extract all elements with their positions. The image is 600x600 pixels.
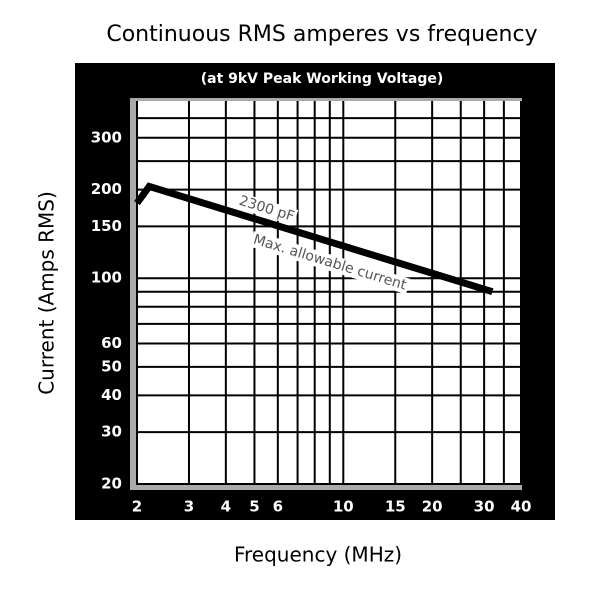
frame-bottom [75,490,555,520]
chart-title: Continuous RMS amperes vs frequency [106,22,537,47]
y-tick-label: 60 [101,334,122,352]
x-tick-label: 40 [511,498,532,516]
x-axis-label: Frequency (MHz) [234,543,402,567]
chart-subtitle: (at 9kV Peak Working Voltage) [201,71,444,87]
y-tick-label: 30 [101,423,122,441]
annotation-bg [235,192,299,226]
x-tick-label: 3 [184,498,194,516]
y-tick-label: 200 [91,180,122,198]
y-tick-label: 150 [91,217,122,235]
y-tick-label: 20 [101,475,122,493]
x-tick-label: 4 [221,498,231,516]
x-tick-label: 30 [474,498,495,516]
x-tick-label: 2 [132,498,142,516]
y-axis-label: Current (Amps RMS) [35,191,59,395]
y-tick-label: 300 [91,128,122,146]
x-tick-label: 15 [385,498,406,516]
y-tick-label: 100 [91,269,122,287]
frame-left [75,63,130,520]
frame-top [75,63,555,98]
annotation-bg [249,231,411,295]
x-tick-label: 20 [422,498,443,516]
plot-area [136,101,520,485]
frame-right [522,63,555,520]
x-tick-label: 5 [249,498,259,516]
y-tick-label: 50 [101,357,122,375]
data-line [134,182,494,296]
y-tick-label: 40 [101,386,122,404]
x-tick-label: 6 [273,498,283,516]
x-tick-label: 10 [333,498,354,516]
